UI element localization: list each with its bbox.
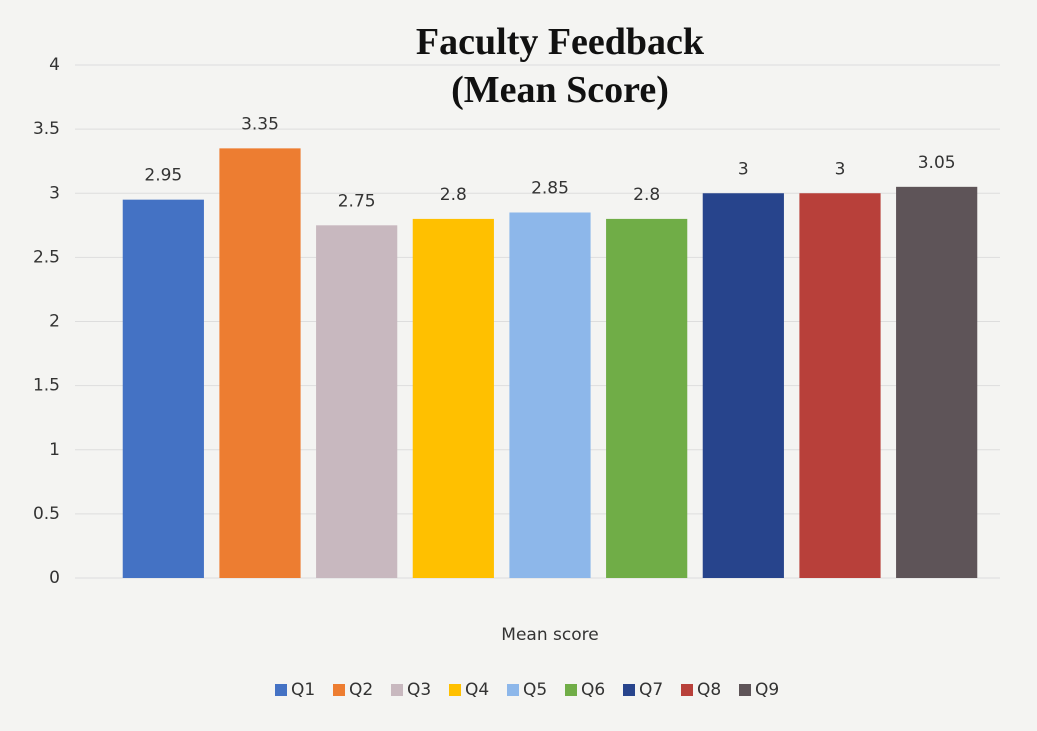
y-tick-label: 0	[49, 568, 60, 588]
bar	[606, 218, 688, 578]
legend-swatch	[681, 684, 693, 696]
y-tick-label: 2.5	[33, 247, 60, 267]
legend-label: Q1	[291, 680, 315, 700]
legend-swatch	[449, 684, 461, 696]
y-tick-label: 3	[49, 183, 60, 203]
data-label: 2.8	[440, 185, 467, 205]
bar	[896, 186, 978, 578]
data-label: 3.35	[241, 114, 279, 134]
data-label: 2.8	[633, 185, 660, 205]
data-label: 3.05	[918, 153, 956, 173]
y-tick-label: 4	[49, 55, 60, 75]
bar	[316, 225, 398, 578]
legend-swatch	[507, 684, 519, 696]
data-label: 2.95	[144, 166, 182, 186]
legend-label: Q6	[581, 680, 605, 700]
legend-swatch	[275, 684, 287, 696]
y-tick-label: 2	[49, 312, 60, 332]
legend-label: Q2	[349, 680, 373, 700]
y-tick-label: 0.5	[33, 504, 60, 524]
data-label: 2.75	[338, 191, 376, 211]
y-tick-label: 1.5	[33, 376, 60, 396]
legend-swatch	[565, 684, 577, 696]
data-label: 3	[738, 159, 749, 179]
data-label: 3	[835, 159, 846, 179]
x-tick-label: Mean score	[501, 625, 598, 645]
legend-label: Q4	[465, 680, 489, 700]
bar	[122, 199, 204, 578]
legend-swatch	[739, 684, 751, 696]
legend-label: Q8	[697, 680, 721, 700]
y-tick-label: 1	[49, 440, 60, 460]
legend-label: Q3	[407, 680, 431, 700]
bar	[702, 193, 784, 578]
legend-label: Q9	[755, 680, 779, 700]
bar	[219, 148, 301, 579]
bar	[509, 212, 591, 579]
data-label: 2.85	[531, 178, 569, 198]
legend-swatch	[391, 684, 403, 696]
y-tick-label: 3.5	[33, 119, 60, 139]
legend-label: Q5	[523, 680, 547, 700]
legend-label: Q7	[639, 680, 663, 700]
bar	[412, 218, 494, 578]
bar	[799, 193, 881, 578]
legend-swatch	[623, 684, 635, 696]
legend-swatch	[333, 684, 345, 696]
chart-title: Faculty Feedback (Mean Score)	[415, 21, 705, 111]
